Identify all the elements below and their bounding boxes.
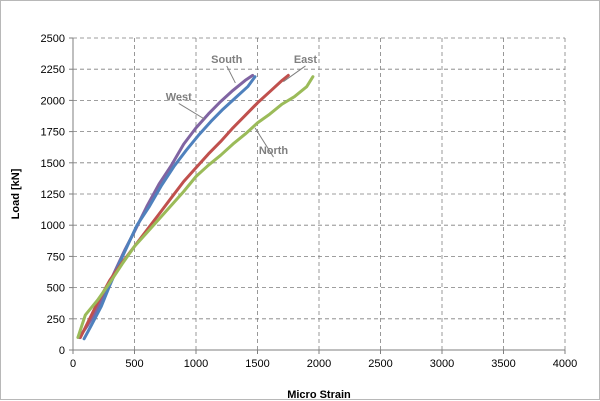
y-tick-label: 1750 bbox=[41, 127, 65, 139]
tick-labels: 0 500 1000 1500 2000 2500 3000 3500 4000 0 250 500 7… bbox=[41, 33, 578, 370]
y-tick-label: 0 bbox=[59, 345, 65, 357]
x-tick-label: 2000 bbox=[307, 358, 331, 370]
y-tick-label: 250 bbox=[47, 314, 65, 326]
series-line-west bbox=[82, 75, 257, 341]
series-label-north: North bbox=[259, 145, 289, 157]
x-tick-label: 1000 bbox=[184, 358, 208, 370]
x-tick-label: 3000 bbox=[430, 358, 454, 370]
series-label-leader bbox=[283, 65, 306, 83]
x-tick-label: 2500 bbox=[368, 358, 392, 370]
y-tick-label: 2250 bbox=[41, 64, 65, 76]
x-tick-label: 4000 bbox=[553, 358, 577, 370]
y-axis-title: Load [kN] bbox=[10, 168, 22, 219]
series-label-leader bbox=[178, 102, 205, 120]
series-line-south bbox=[77, 73, 255, 339]
x-tick-label: 500 bbox=[125, 358, 143, 370]
y-tick-label: 1000 bbox=[41, 220, 65, 232]
series-labels: South East West North bbox=[166, 54, 318, 158]
series-label-leader bbox=[254, 127, 274, 158]
series-label-leader bbox=[226, 65, 236, 84]
gridlines bbox=[73, 37, 566, 350]
series-label-south: South bbox=[211, 54, 242, 66]
y-tick-label: 750 bbox=[47, 251, 65, 263]
axes bbox=[69, 37, 566, 354]
series-line-north bbox=[76, 75, 315, 339]
series-label-west: West bbox=[166, 91, 192, 103]
x-axis-title: Micro Strain bbox=[287, 389, 351, 401]
series-label-east: East bbox=[294, 54, 318, 66]
x-tick-label: 1500 bbox=[245, 358, 269, 370]
y-tick-label: 2500 bbox=[41, 33, 65, 45]
y-tick-label: 1500 bbox=[41, 158, 65, 170]
x-tick-label: 3500 bbox=[491, 358, 515, 370]
y-tick-label: 2000 bbox=[41, 95, 65, 107]
data-series bbox=[76, 73, 315, 341]
y-tick-label: 500 bbox=[47, 283, 65, 295]
x-tick-label: 0 bbox=[70, 358, 76, 370]
y-tick-label: 1250 bbox=[41, 189, 65, 201]
